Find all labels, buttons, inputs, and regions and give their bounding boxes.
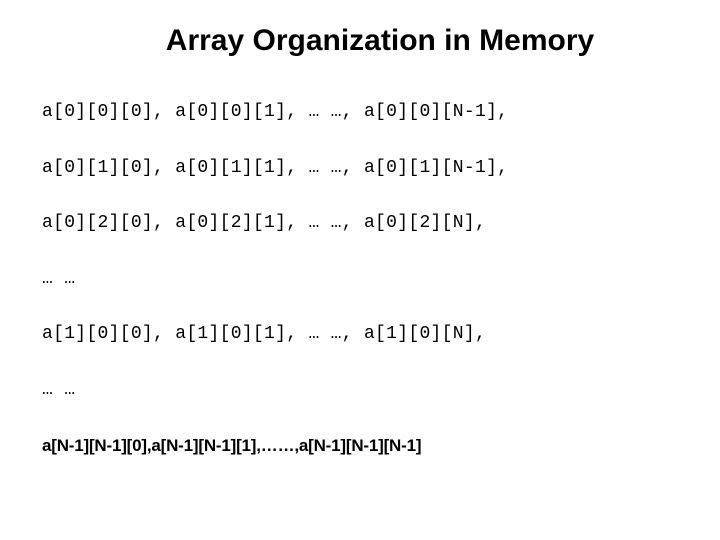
code-line-ellipsis-1: … … bbox=[42, 269, 678, 291]
code-line-ellipsis-2: … … bbox=[42, 380, 678, 402]
slide: Array Organization in Memory a[0][0][0],… bbox=[0, 0, 720, 540]
code-line-1: a[0][1][0], a[0][1][1], … …, a[0][1][N-1… bbox=[42, 158, 678, 180]
code-line-0: a[0][0][0], a[0][0][1], … …, a[0][0][N-1… bbox=[42, 102, 678, 124]
code-line-4: a[1][0][0], a[1][0][1], … …, a[1][0][N], bbox=[42, 324, 678, 346]
code-line-2: a[0][2][0], a[0][2][1], … …, a[0][2][N], bbox=[42, 213, 678, 235]
slide-title: Array Organization in Memory bbox=[42, 24, 678, 58]
code-line-6: a[N-1][N-1][0],a[N-1][N-1][1],……,a[N-1][… bbox=[42, 436, 678, 456]
